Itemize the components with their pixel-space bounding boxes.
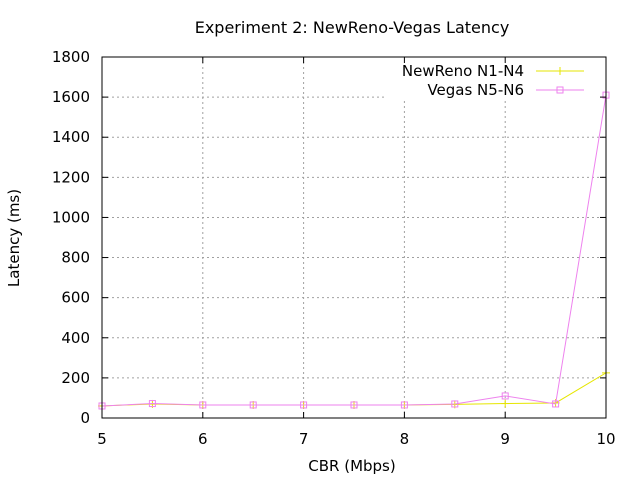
- series-layer: [98, 91, 610, 410]
- data-point-vegas-n5-n6: [199, 401, 207, 409]
- series-vegas-n5-n6: [98, 91, 610, 410]
- chart-title: Experiment 2: NewReno-Vegas Latency: [195, 18, 510, 37]
- data-point-vegas-n5-n6: [350, 401, 358, 409]
- y-tick-label: 800: [61, 249, 90, 267]
- x-axis-title: CBR (Mbps): [308, 457, 395, 475]
- data-point-vegas-n5-n6: [501, 392, 509, 400]
- data-point-newreno-n1-n4: [501, 399, 510, 408]
- series-line-vegas-n5-n6: [101, 95, 607, 407]
- data-point-vegas-n5-n6: [148, 400, 156, 408]
- data-point-vegas-n5-n6: [300, 401, 308, 409]
- x-tick-label: 10: [596, 430, 615, 448]
- legend-marker-vegas-n5-n6: [556, 86, 564, 94]
- ticks: 5 6 7 8 9 10 0 200 400 600 800 1000 1200 1400 1600 1800: [52, 48, 616, 448]
- grid: [102, 57, 606, 418]
- legend-label-vegas-n5-n6: Vegas N5-N6: [427, 81, 524, 99]
- y-tick-label: 1400: [52, 128, 90, 146]
- y-axis-title: Latency (ms): [5, 189, 23, 287]
- legend-label-newreno-n1-n4: NewReno N1-N4: [402, 62, 524, 80]
- y-tick-label: 1600: [52, 88, 90, 106]
- data-point-vegas-n5-n6: [451, 400, 459, 408]
- y-tick-label: 400: [61, 329, 90, 347]
- y-tick-label: 1800: [52, 48, 90, 66]
- legend-marker-newreno-n1-n4: [556, 67, 564, 75]
- x-tick-label: 6: [198, 430, 208, 448]
- plot-frame: [101, 56, 607, 419]
- x-tick-label: 7: [299, 430, 309, 448]
- data-point-vegas-n5-n6: [552, 400, 560, 408]
- y-tick-label: 1000: [52, 208, 90, 226]
- data-point-vegas-n5-n6: [249, 401, 257, 409]
- x-tick-label: 5: [97, 430, 107, 448]
- data-point-vegas-n5-n6: [400, 401, 408, 409]
- y-tick-label: 600: [61, 289, 90, 307]
- y-tick-label: 200: [61, 369, 90, 387]
- x-tick-label: 8: [400, 430, 410, 448]
- y-tick-label: 0: [80, 409, 90, 427]
- y-tick-label: 1200: [52, 168, 90, 186]
- x-tick-label: 9: [500, 430, 510, 448]
